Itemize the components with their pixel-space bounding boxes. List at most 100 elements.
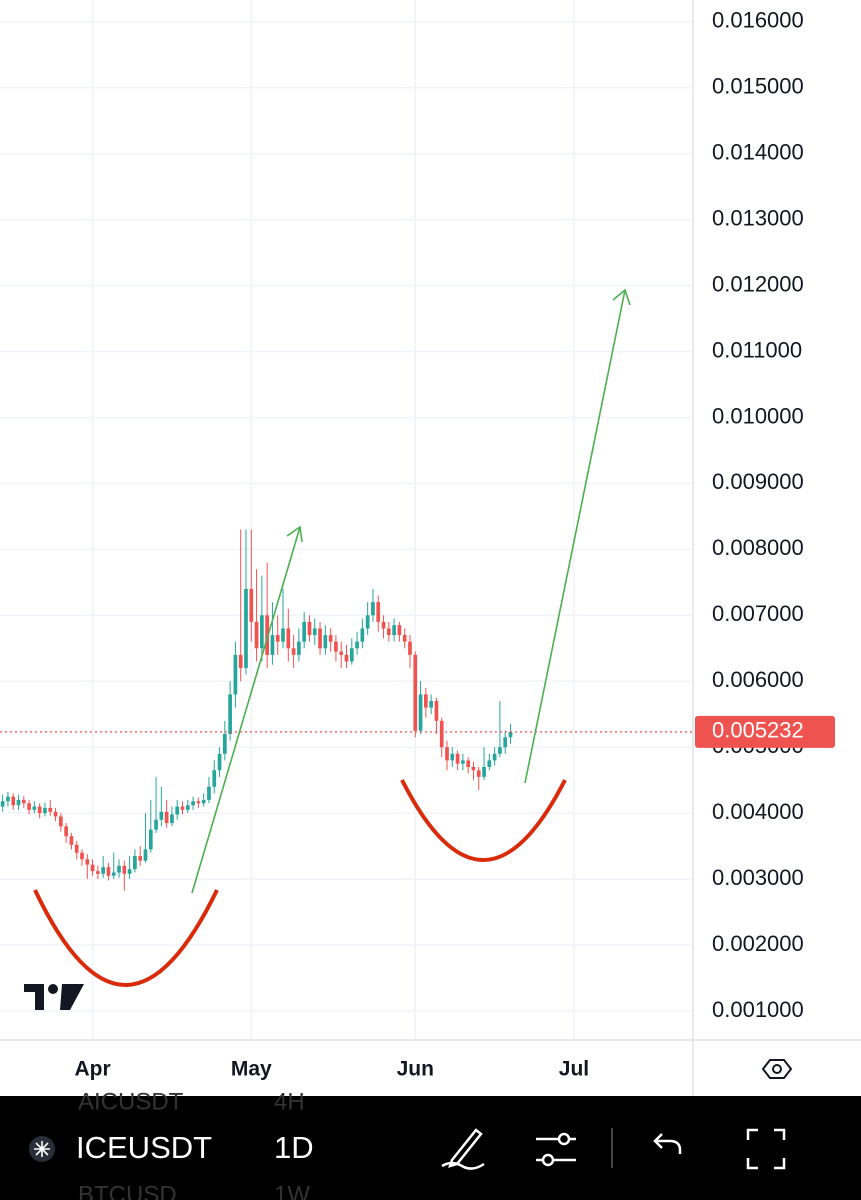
candle-body: [482, 766, 486, 777]
candle-body: [170, 814, 174, 824]
candle-body: [365, 615, 370, 629]
y-tick-label: 0.013000: [712, 205, 804, 230]
y-tick-label: 0.001000: [712, 997, 804, 1022]
candle-body: [402, 635, 407, 642]
candle-body: [32, 806, 37, 810]
candle-body: [217, 753, 222, 771]
x-tick-label: Jul: [559, 1058, 589, 1081]
candle-body: [344, 654, 349, 662]
candle-body: [106, 867, 111, 876]
candle-body: [228, 694, 232, 735]
candle-body: [392, 625, 396, 636]
candle-body: [487, 760, 492, 767]
candle-body: [207, 786, 211, 800]
candle-body: [349, 648, 354, 662]
candles: [0, 529, 693, 891]
indicators-button[interactable]: [536, 1132, 576, 1167]
candle-body: [21, 799, 26, 804]
candle-body: [260, 615, 264, 649]
candle-body: [233, 654, 238, 695]
draw-button[interactable]: [441, 1128, 485, 1170]
candle-body: [318, 628, 322, 649]
candle-body: [53, 811, 58, 817]
candle-body: [196, 801, 201, 804]
candle-body: [143, 849, 148, 861]
candle-body: [96, 871, 100, 874]
candle-body: [265, 615, 270, 655]
ghost-symbol: BTCUSD: [78, 1181, 177, 1200]
y-tick-label: 0.016000: [712, 8, 804, 33]
candle-body: [148, 829, 153, 850]
candle-body: [122, 865, 127, 874]
y-tick-label: 0.004000: [712, 799, 804, 824]
y-tick-label: 0.012000: [712, 271, 804, 296]
candle-body: [74, 844, 79, 853]
candle-body: [492, 753, 497, 761]
candle-body: [302, 621, 307, 642]
candle-body: [339, 651, 344, 655]
candle-body: [69, 836, 74, 845]
candle-body: [222, 734, 227, 754]
y-tick-label: 0.006000: [712, 667, 804, 692]
settings-button[interactable]: [761, 1059, 793, 1079]
y-tick-label: 0.014000: [712, 139, 804, 164]
y-tick-label: 0.007000: [712, 601, 804, 626]
undo-button[interactable]: [653, 1133, 682, 1154]
candle-body: [450, 753, 455, 761]
candle-body: [297, 641, 301, 655]
candle-body: [238, 654, 243, 669]
candle-body: [254, 621, 259, 649]
candle-body: [201, 799, 206, 804]
y-tick-label: 0.011000: [712, 337, 802, 362]
candle-body: [323, 635, 328, 649]
drawn-arrow: [524, 288, 631, 784]
last-price-tag: [695, 715, 835, 748]
drawn-arrow: [191, 525, 303, 894]
candle-body: [244, 588, 248, 669]
candle-body: [281, 628, 285, 642]
candle-body: [159, 811, 164, 820]
candle-body: [291, 648, 296, 655]
y-tick-label: 0.003000: [712, 865, 804, 890]
candle-body: [312, 628, 317, 636]
candle-body: [461, 760, 465, 764]
candle-body: [455, 753, 460, 764]
candle-body: [80, 852, 84, 860]
candle-body: [11, 796, 16, 806]
candle-body: [37, 806, 42, 814]
candle-body: [386, 628, 391, 636]
candle-body: [498, 747, 502, 754]
candle-body: [275, 635, 280, 642]
y-tick-label: 0.010000: [712, 403, 804, 428]
candle-body: [175, 806, 180, 815]
candle-body: [43, 807, 47, 814]
candle-body: [508, 731, 513, 738]
candle-body: [191, 801, 195, 806]
candle-body: [423, 694, 428, 708]
candle-body: [249, 588, 254, 622]
x-tick-label: May: [231, 1058, 272, 1081]
candle-body: [64, 826, 68, 837]
symbol[interactable]: ICEUSDT: [76, 1130, 212, 1165]
candle-body: [117, 865, 121, 873]
candle-body: [127, 869, 132, 874]
interval[interactable]: 1D: [274, 1130, 314, 1165]
ghost-symbol: AICUSDT: [78, 1088, 184, 1115]
fullscreen-button[interactable]: [746, 1128, 786, 1170]
candle-body: [429, 701, 433, 708]
candle-body: [286, 628, 291, 649]
x-tick-label: Apr: [74, 1058, 110, 1081]
candle-body: [101, 867, 106, 874]
y-tick-label: 0.015000: [712, 74, 804, 99]
candle-body: [307, 621, 312, 636]
candle-body: [138, 856, 143, 861]
axis-labels: 0.0010000.0020000.0030000.0040000.005000…: [74, 8, 835, 1081]
candle-body: [270, 635, 275, 655]
candle-body: [445, 747, 449, 761]
candle-body: [85, 859, 90, 865]
candle-body: [0, 801, 5, 807]
candle-body: [371, 602, 375, 616]
candle-body: [360, 628, 365, 642]
candle-body: [6, 796, 10, 802]
